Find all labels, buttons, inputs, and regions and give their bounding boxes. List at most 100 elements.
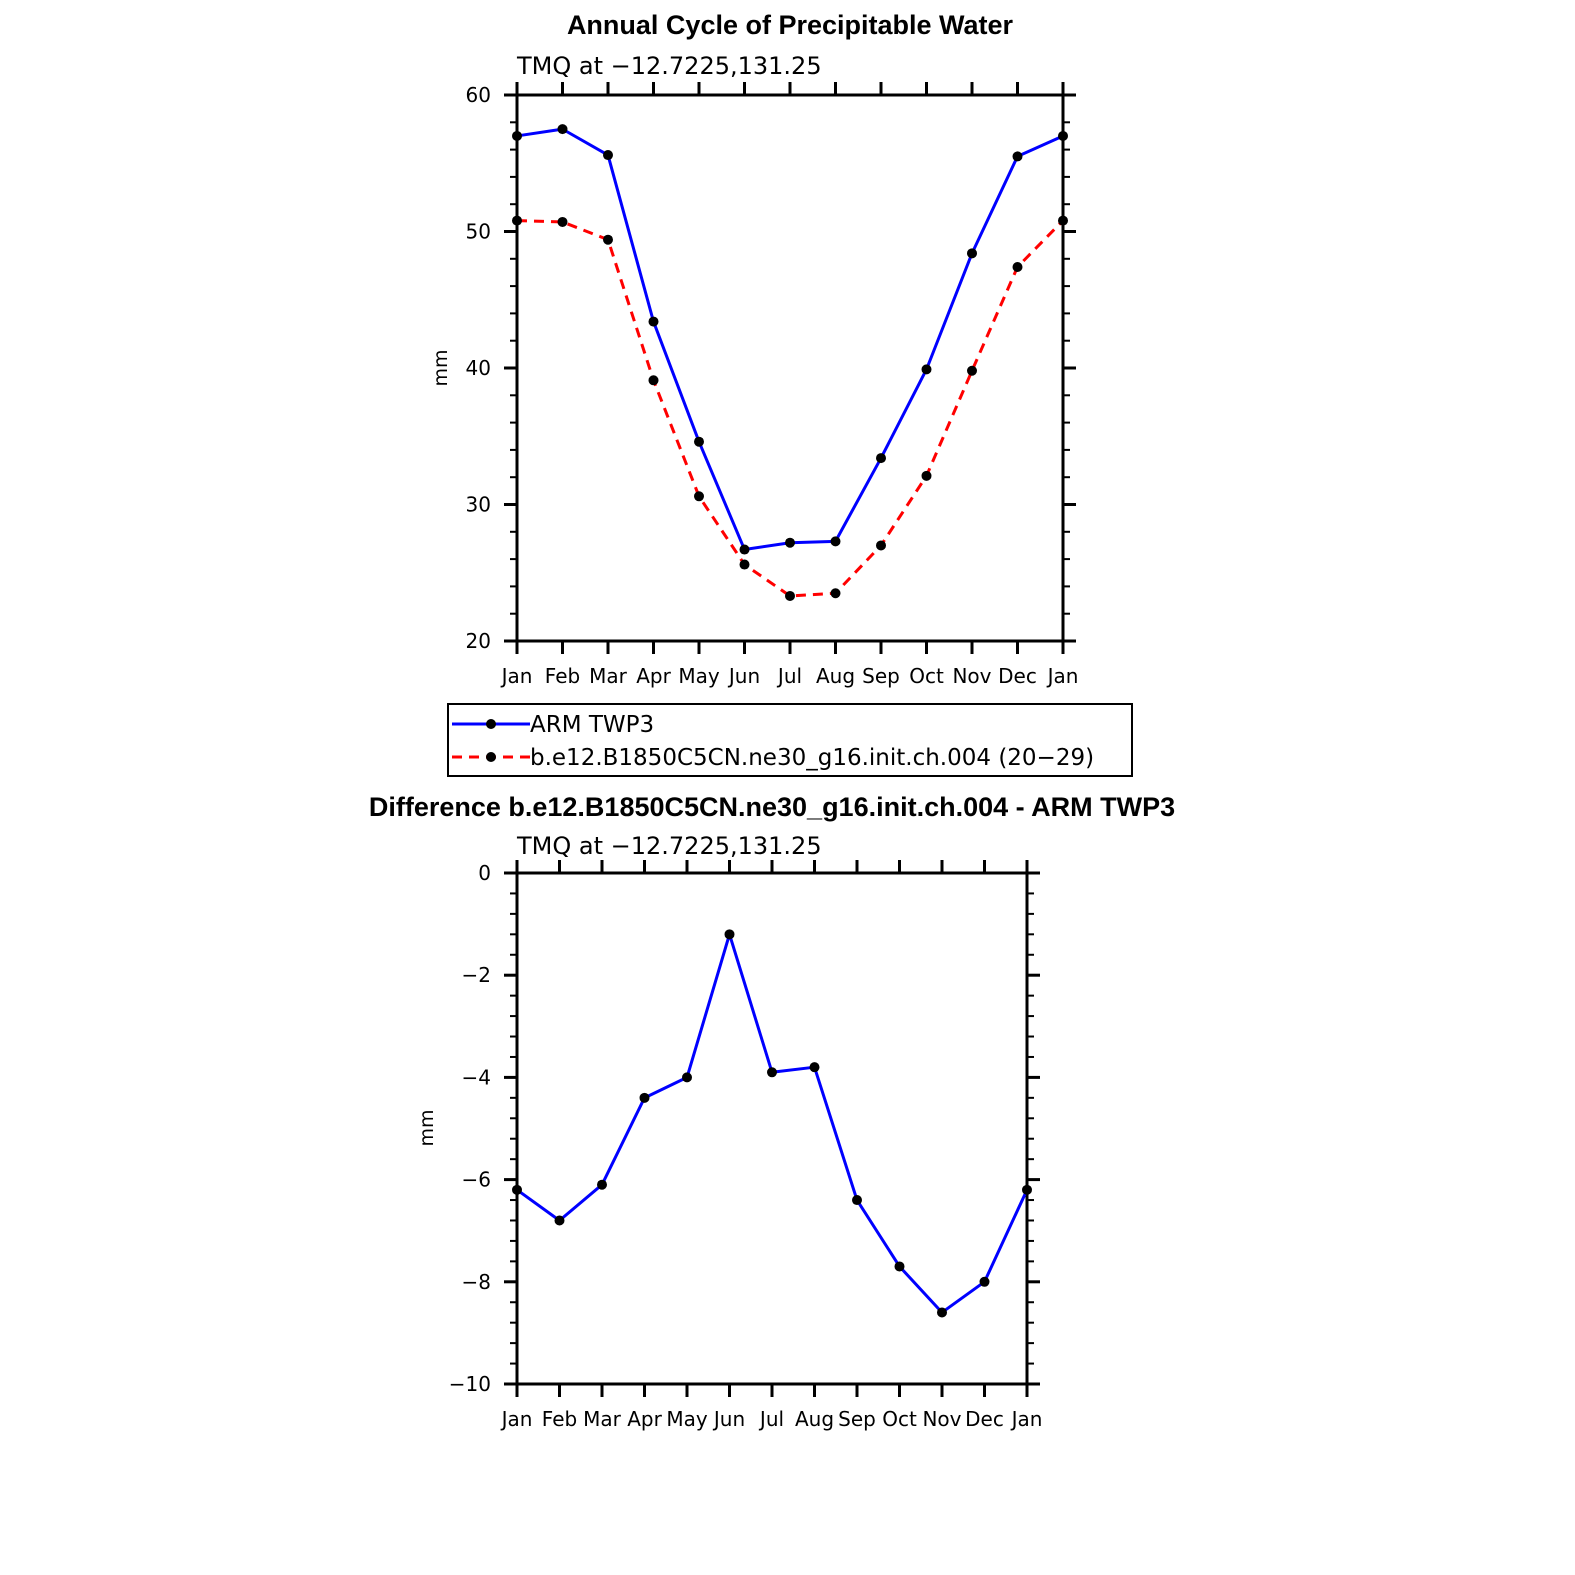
data-point <box>785 590 795 601</box>
x-tick-label: Jul <box>758 1407 784 1431</box>
series-line-0 <box>516 932 1029 1314</box>
data-point <box>648 316 659 327</box>
x-tick-label: Oct <box>882 1407 917 1431</box>
chart-panel-annual-cycle: Annual Cycle of Precipitable Water TMQ a… <box>430 10 1078 688</box>
x-tick-labels: Jan Feb Mar Apr May Jun Jul Aug Sep Oct Nov Dec Jan <box>500 1407 1043 1431</box>
x-tick-label: Jan <box>1046 664 1079 688</box>
x-tick-label: Feb <box>545 664 580 688</box>
data-point <box>512 215 522 226</box>
data-point <box>603 234 613 245</box>
legend-label-arm: ARM TWP3 <box>530 712 654 738</box>
data-point <box>921 470 932 481</box>
y-tick-labels: 20 30 40 50 60 <box>466 83 491 653</box>
y-tick-label: 50 <box>466 220 491 244</box>
y-tick-label: −4 <box>462 1065 491 1089</box>
data-point <box>921 364 932 375</box>
data-point <box>557 124 568 135</box>
data-point <box>512 1184 522 1195</box>
y-tick-label: −6 <box>462 1168 491 1192</box>
data-point <box>830 536 841 547</box>
data-point <box>967 365 977 376</box>
x-tick-label: Mar <box>589 664 628 688</box>
data-point <box>937 1307 947 1318</box>
data-point <box>876 453 886 464</box>
x-tick-label: May <box>678 664 720 688</box>
x-tick-label: Jun <box>727 664 760 688</box>
x-tick-label: Jan <box>1010 1407 1043 1431</box>
axis-ticks <box>504 82 1076 654</box>
data-point <box>603 150 613 161</box>
y-tick-label: −10 <box>449 1372 491 1396</box>
y-tick-label: −8 <box>462 1270 491 1294</box>
x-tick-label: Mar <box>583 1407 622 1431</box>
x-tick-label: Dec <box>965 1407 1004 1431</box>
y-tick-label: 40 <box>466 356 491 380</box>
series-line-0 <box>516 127 1064 552</box>
data-point <box>639 1092 650 1103</box>
data-point <box>1012 151 1023 162</box>
data-point <box>894 1261 905 1272</box>
x-tick-label: Apr <box>627 1407 662 1431</box>
data-point <box>979 1276 990 1287</box>
data-point <box>557 216 568 227</box>
series-group <box>512 929 1032 1318</box>
x-tick-label: Feb <box>542 1407 577 1431</box>
chart-title: Annual Cycle of Precipitable Water <box>567 10 1014 40</box>
y-tick-label: 60 <box>466 83 491 107</box>
data-point <box>739 544 750 555</box>
data-point <box>967 248 977 259</box>
x-tick-label: Sep <box>862 664 900 688</box>
chart-subtitle: TMQ at −12.7225,131.25 <box>516 832 822 860</box>
data-point <box>852 1195 862 1206</box>
legend-marker-model <box>486 752 496 762</box>
chart-title: Difference b.e12.B1850C5CN.ne30_g16.init… <box>369 792 1175 822</box>
legend-frame <box>447 703 1133 777</box>
data-point <box>1058 215 1068 226</box>
legend-label-model: b.e12.B1850C5CN.ne30_g16.init.ch.004 (20… <box>530 745 1094 771</box>
x-tick-label: Nov <box>922 1407 961 1431</box>
data-point <box>830 588 841 599</box>
data-point <box>785 537 795 548</box>
data-point <box>739 559 750 570</box>
x-tick-label: Jun <box>712 1407 745 1431</box>
y-tick-labels: −10 −8 −6 −4 −2 0 <box>449 861 491 1396</box>
y-tick-label: 30 <box>466 493 491 517</box>
x-tick-label: Dec <box>998 664 1037 688</box>
data-point <box>648 375 659 386</box>
y-axis-label: mm <box>430 349 452 386</box>
data-point <box>694 436 704 447</box>
x-tick-label: Jul <box>776 664 802 688</box>
legend-marker-arm <box>486 719 496 729</box>
data-point <box>597 1179 607 1190</box>
x-tick-label: Apr <box>636 664 671 688</box>
data-point <box>876 540 886 551</box>
y-tick-label: 20 <box>466 629 491 653</box>
data-point <box>1022 1184 1032 1195</box>
x-tick-label: May <box>666 1407 708 1431</box>
x-tick-label: Aug <box>795 1407 834 1431</box>
y-tick-label: 0 <box>478 861 491 885</box>
x-tick-label: Oct <box>909 664 944 688</box>
x-tick-label: Aug <box>816 664 855 688</box>
data-point <box>554 1215 565 1226</box>
legend: ARM TWP3 b.e12.B1850C5CN.ne30_g16.init.c… <box>447 703 1133 777</box>
data-point <box>512 130 522 141</box>
x-tick-label: Nov <box>952 664 991 688</box>
series-group <box>512 124 1068 601</box>
x-tick-label: Jan <box>500 1407 533 1431</box>
chart-panel-difference: Difference b.e12.B1850C5CN.ne30_g16.init… <box>369 792 1175 1431</box>
y-tick-label: −2 <box>462 963 491 987</box>
x-tick-label: Sep <box>838 1407 876 1431</box>
data-point <box>724 929 735 940</box>
y-axis-label: mm <box>416 1109 438 1146</box>
plot-frame <box>515 93 1065 643</box>
data-point <box>1058 130 1068 141</box>
data-point <box>809 1062 820 1073</box>
data-point <box>1012 261 1023 272</box>
x-tick-labels: Jan Feb Mar Apr May Jun Jul Aug Sep Oct Nov Dec Jan <box>500 664 1079 688</box>
data-point <box>694 491 704 502</box>
chart-subtitle: TMQ at −12.7225,131.25 <box>516 52 822 80</box>
axis-ticks <box>504 860 1040 1397</box>
data-point <box>767 1067 777 1078</box>
